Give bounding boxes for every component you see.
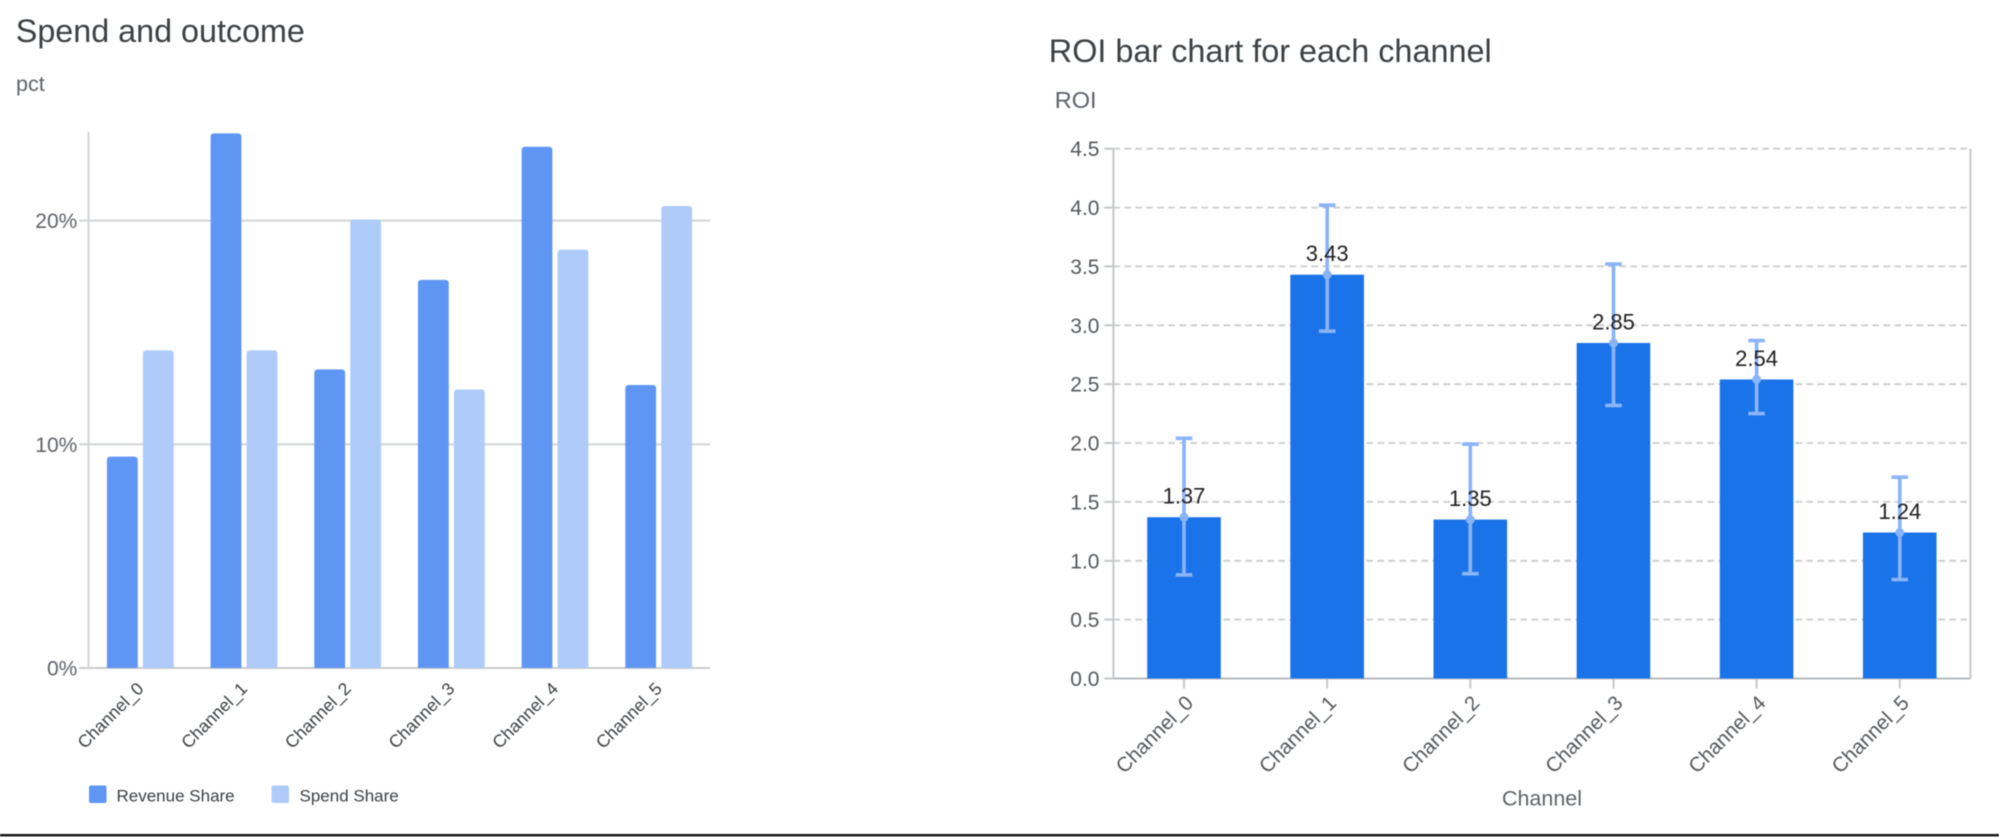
svg-text:ROI bar chart for each channel: ROI bar chart for each channel	[1049, 33, 1492, 69]
svg-text:2.5: 2.5	[1070, 374, 1099, 397]
svg-text:Revenue Share: Revenue Share	[117, 787, 235, 806]
svg-text:1.5: 1.5	[1070, 491, 1099, 514]
svg-text:Spend Share: Spend Share	[300, 787, 399, 806]
svg-text:1.0: 1.0	[1070, 550, 1099, 573]
svg-text:ROI: ROI	[1055, 87, 1097, 113]
svg-text:3.5: 3.5	[1070, 256, 1099, 279]
svg-text:20%: 20%	[35, 210, 77, 233]
svg-text:0.0: 0.0	[1070, 668, 1099, 691]
svg-text:pct: pct	[16, 72, 45, 96]
svg-text:2.54: 2.54	[1735, 346, 1778, 371]
svg-text:2.85: 2.85	[1592, 310, 1635, 335]
svg-text:1.37: 1.37	[1163, 484, 1206, 509]
svg-text:3.43: 3.43	[1306, 241, 1349, 266]
svg-text:2.0: 2.0	[1070, 433, 1099, 456]
svg-text:1.24: 1.24	[1878, 499, 1921, 524]
svg-text:4.0: 4.0	[1070, 197, 1099, 220]
svg-text:0%: 0%	[47, 658, 77, 681]
svg-text:Spend and outcome: Spend and outcome	[16, 13, 305, 49]
svg-text:0.5: 0.5	[1070, 609, 1099, 632]
svg-text:10%: 10%	[35, 434, 77, 457]
svg-text:4.5: 4.5	[1070, 138, 1099, 161]
svg-text:1.35: 1.35	[1449, 486, 1492, 511]
svg-text:3.0: 3.0	[1070, 315, 1099, 338]
svg-text:Channel: Channel	[1502, 787, 1582, 811]
